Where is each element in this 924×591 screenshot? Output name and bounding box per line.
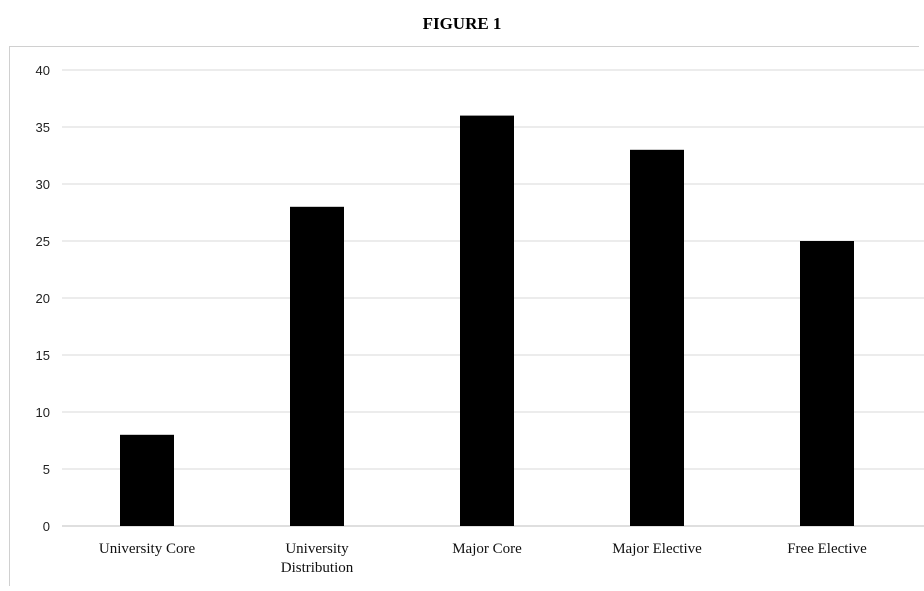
y-tick-label: 5 — [43, 462, 50, 477]
y-tick-label: 15 — [36, 348, 50, 363]
bar-3 — [630, 149, 684, 527]
y-tick-label: 20 — [36, 291, 50, 306]
y-tick-label: 30 — [36, 177, 50, 192]
x-category-label: University — [285, 541, 349, 557]
figure-title: FIGURE 1 — [422, 14, 502, 33]
y-tick-label: 35 — [36, 120, 50, 135]
y-tick-label: 10 — [36, 405, 50, 420]
bar-2 — [460, 115, 514, 526]
y-tick-label: 25 — [36, 234, 50, 249]
chart-frame — [9, 46, 919, 586]
bar-0 — [120, 434, 174, 526]
x-category-label: Free Elective — [787, 541, 867, 557]
y-tick-label: 0 — [43, 519, 50, 534]
x-category-label: Major Core — [452, 541, 522, 557]
x-category-label: Major Elective — [612, 541, 702, 557]
x-category-label: University Core — [99, 541, 196, 557]
x-category-label: Distribution — [281, 560, 354, 576]
bar-1 — [290, 206, 344, 527]
y-tick-label: 40 — [36, 63, 50, 78]
bar-4 — [800, 241, 854, 526]
